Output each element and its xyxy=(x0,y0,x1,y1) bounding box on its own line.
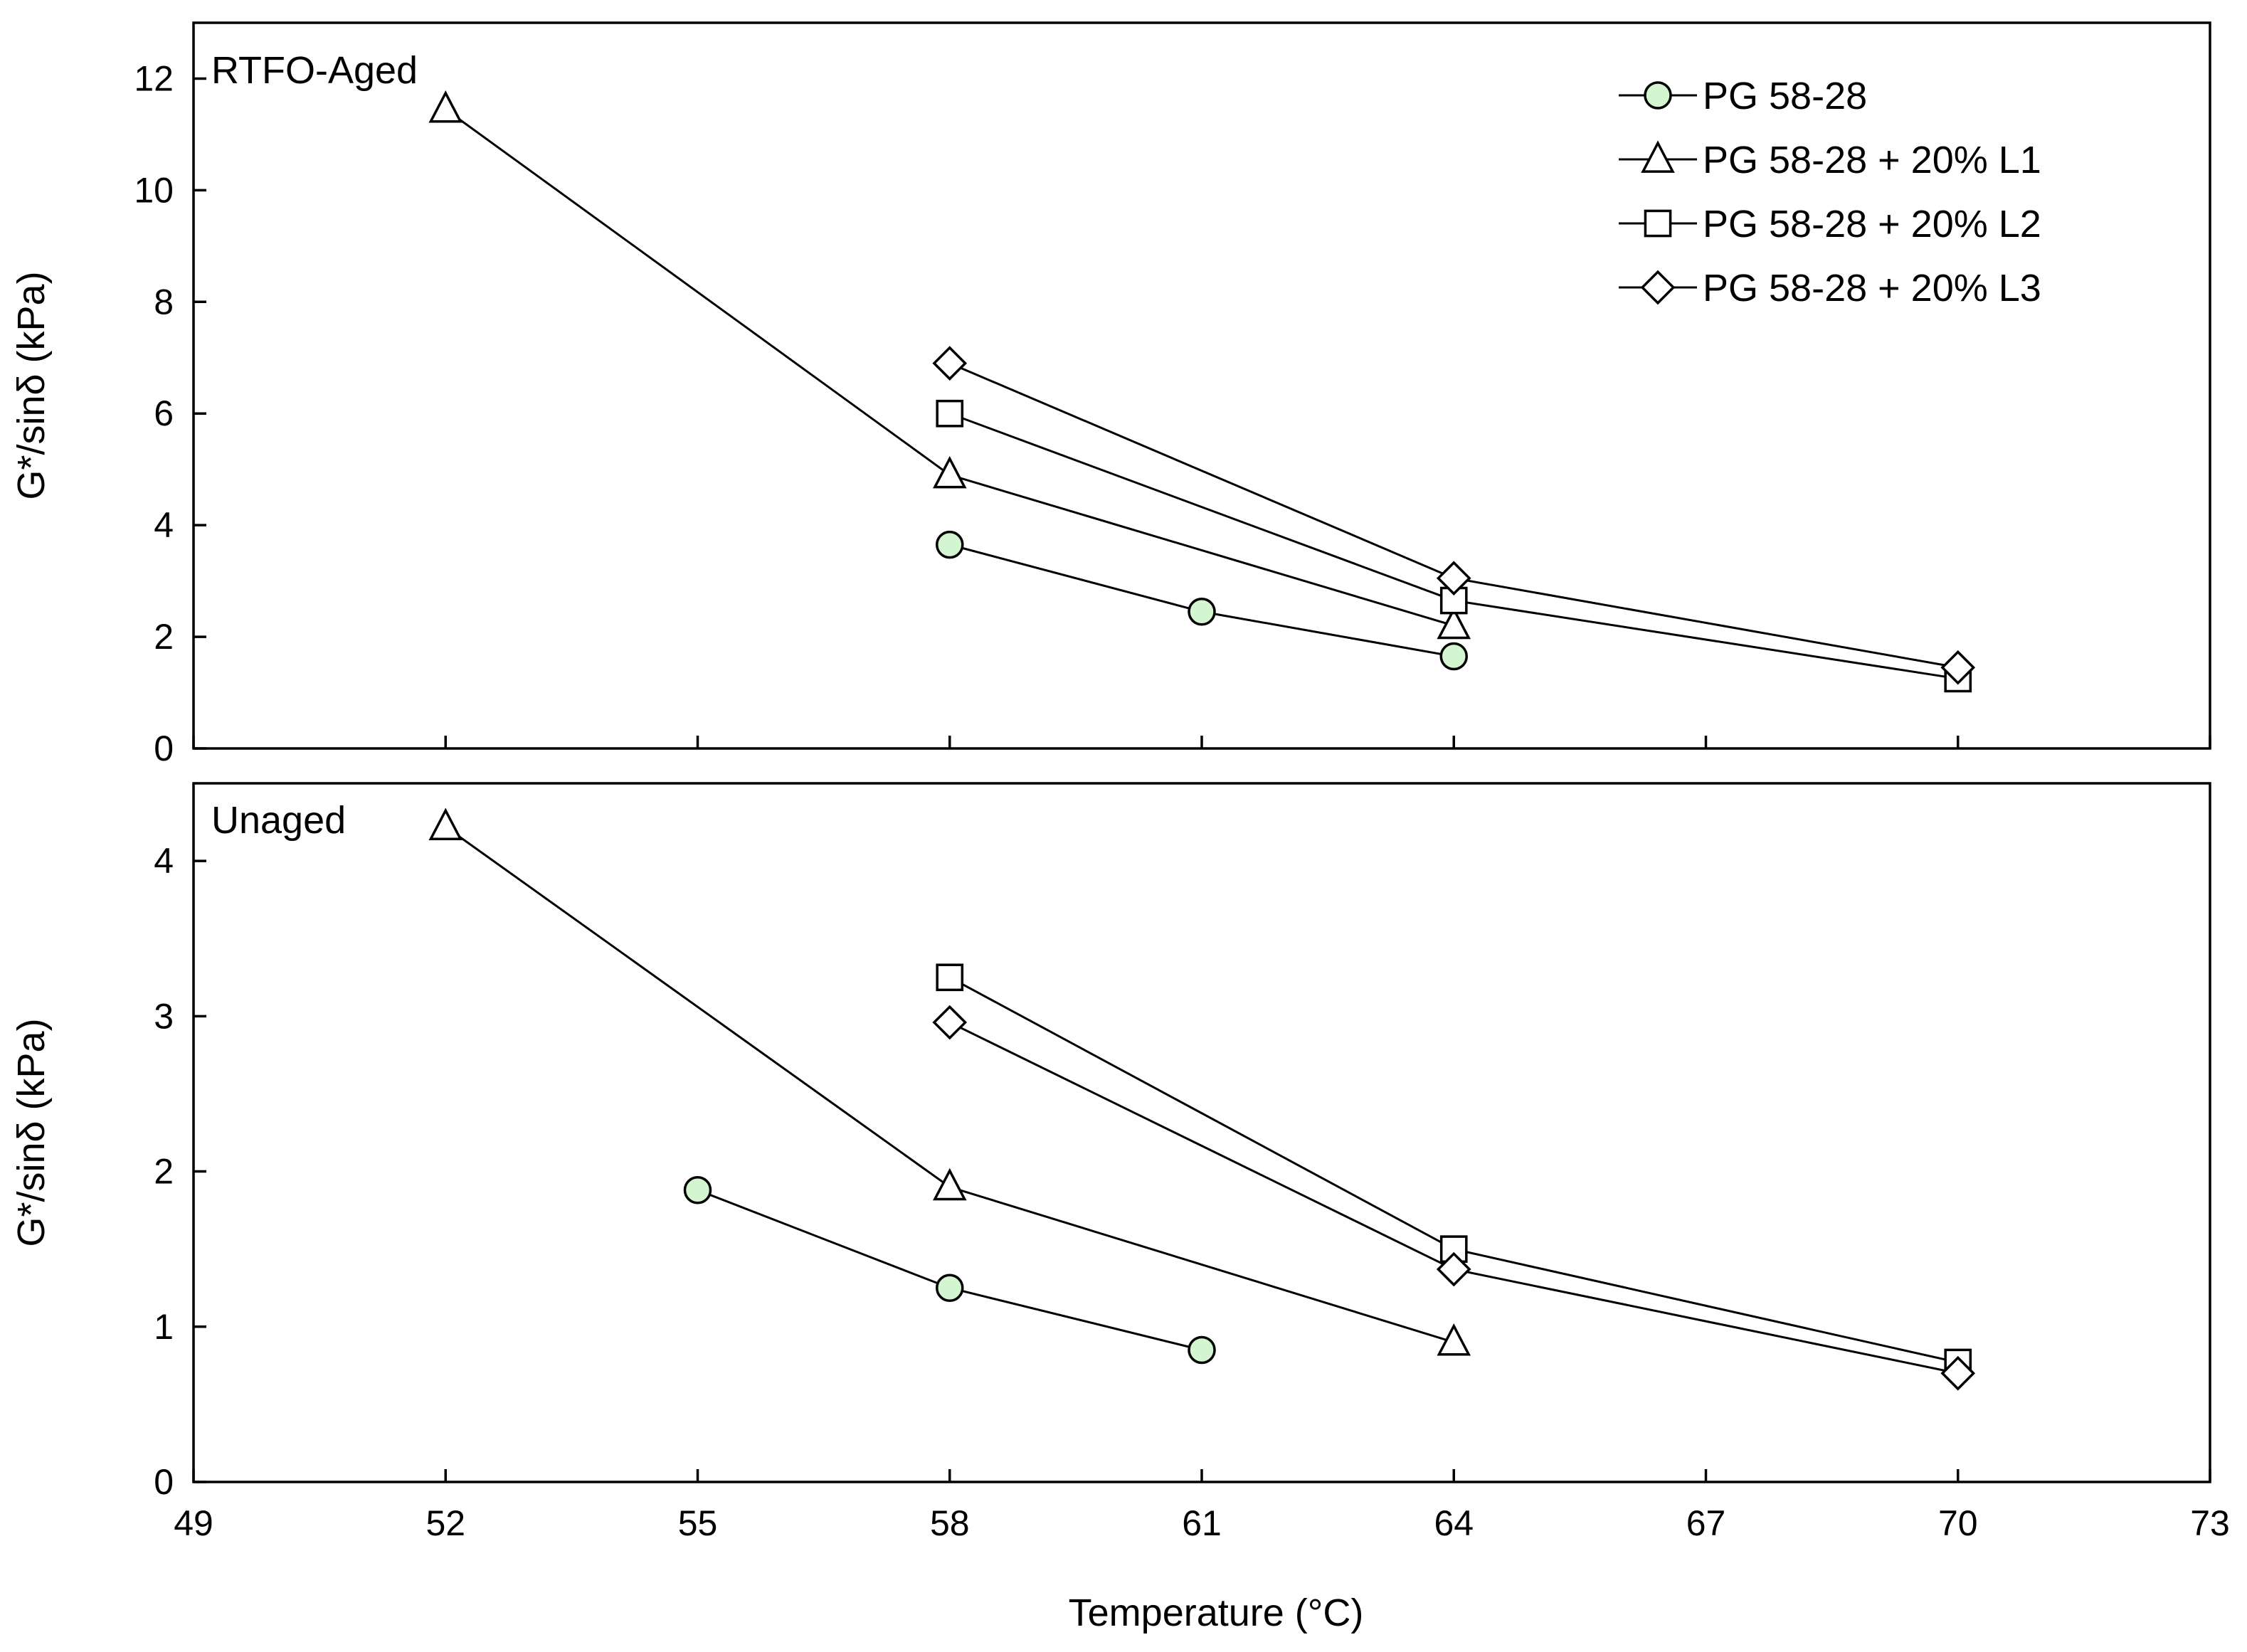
series-circle xyxy=(936,530,1468,671)
legend-label: PG 58-28 + 20% L2 xyxy=(1703,203,2041,245)
series-diamond xyxy=(932,1005,1976,1391)
series-diamond xyxy=(932,346,1976,685)
y-tick-label: 1 xyxy=(154,1307,174,1347)
series-triangle xyxy=(428,90,1471,640)
legend-item: PG 58-28 xyxy=(1619,75,1867,117)
data-point-circle xyxy=(1439,642,1468,671)
y-tick-label: 6 xyxy=(154,393,174,433)
legend-marker-circle xyxy=(1644,81,1672,110)
data-point-diamond xyxy=(1436,1251,1471,1287)
panel-rtfo-aged: 0 2 4 6 8 10 12 G*/sinδ (kPa) RTFO-Aged xyxy=(10,21,2211,768)
x-tick-label: 70 xyxy=(1938,1503,1978,1543)
y-tick-label: 3 xyxy=(154,996,174,1036)
legend-label: PG 58-28 xyxy=(1703,75,1867,117)
data-point-triangle xyxy=(428,90,463,123)
legend-item: PG 58-28 + 20% L2 xyxy=(1619,203,2041,245)
series-square xyxy=(936,963,1972,1377)
x-tick-label: 64 xyxy=(1434,1503,1474,1543)
y-axis-title: G*/sinδ (kPa) xyxy=(10,271,53,499)
data-point-diamond xyxy=(1940,1355,1976,1391)
legend-marker-diamond xyxy=(1640,270,1676,305)
x-tick-label: 58 xyxy=(930,1503,970,1543)
y-tick-label: 8 xyxy=(154,282,174,322)
data-point-square xyxy=(936,399,964,428)
series-line xyxy=(949,1021,1959,1375)
data-point-diamond xyxy=(932,1005,968,1040)
legend-label: PG 58-28 + 20% L1 xyxy=(1703,139,2041,181)
data-point-circle xyxy=(936,1274,964,1302)
legend-item: PG 58-28 + 20% L3 xyxy=(1619,267,2041,309)
data-point-triangle xyxy=(932,455,967,489)
y-tick-label: 2 xyxy=(154,617,174,657)
data-point-circle xyxy=(683,1175,712,1204)
y-tick-label: 0 xyxy=(154,1462,174,1502)
x-tick-label: 49 xyxy=(174,1503,213,1543)
y-tick-label: 12 xyxy=(134,58,174,98)
y-tick-label: 2 xyxy=(154,1152,174,1192)
plot-frame xyxy=(192,21,2211,750)
data-point-triangle xyxy=(1437,606,1471,640)
legend-marker-triangle xyxy=(1641,140,1675,173)
legend: PG 58-28 PG 58-28 + 20% L1 PG 58-28 + 20% … xyxy=(1619,75,2041,309)
y-tick-label: 4 xyxy=(154,841,174,881)
x-tick-label: 67 xyxy=(1686,1503,1726,1543)
legend-marker-square xyxy=(1644,209,1672,238)
data-point-triangle xyxy=(428,808,463,840)
y-axis-title: G*/sinδ (kPa) xyxy=(10,1018,53,1246)
panel-label: Unaged xyxy=(211,799,346,842)
x-tick-label: 55 xyxy=(678,1503,718,1543)
data-point-circle xyxy=(936,530,964,559)
series-line xyxy=(445,825,1454,1344)
data-point-diamond xyxy=(932,346,968,381)
plot-frame xyxy=(192,782,2211,1483)
x-tick-label: 61 xyxy=(1182,1503,1222,1543)
x-tick-label: 52 xyxy=(425,1503,465,1543)
series-line xyxy=(697,1189,1202,1351)
panel-label: RTFO-Aged xyxy=(211,49,418,92)
y-tick-label: 4 xyxy=(154,505,174,545)
series-line xyxy=(949,976,1959,1364)
data-point-circle xyxy=(1188,1335,1216,1365)
y-tick-label: 10 xyxy=(134,170,174,210)
data-point-square xyxy=(1439,586,1468,615)
data-point-circle xyxy=(1188,598,1216,626)
data-point-square xyxy=(936,963,964,992)
y-tick-label: 0 xyxy=(154,729,174,768)
data-point-triangle xyxy=(1437,1323,1471,1356)
legend-item: PG 58-28 + 20% L1 xyxy=(1619,139,2041,181)
data-point-diamond xyxy=(1436,561,1471,596)
data-point-diamond xyxy=(1940,650,1976,685)
x-axis-title: Temperature (°C) xyxy=(1069,1592,1364,1634)
panel-unaged: 0 1 2 3 4 G*/sinδ (kPa) Unaged xyxy=(10,782,2211,1502)
legend-label: PG 58-28 + 20% L3 xyxy=(1703,267,2041,309)
series-triangle xyxy=(428,808,1471,1356)
data-point-triangle xyxy=(932,1167,967,1201)
series-circle xyxy=(683,1175,1216,1365)
x-tick-label: 73 xyxy=(2190,1503,2230,1543)
